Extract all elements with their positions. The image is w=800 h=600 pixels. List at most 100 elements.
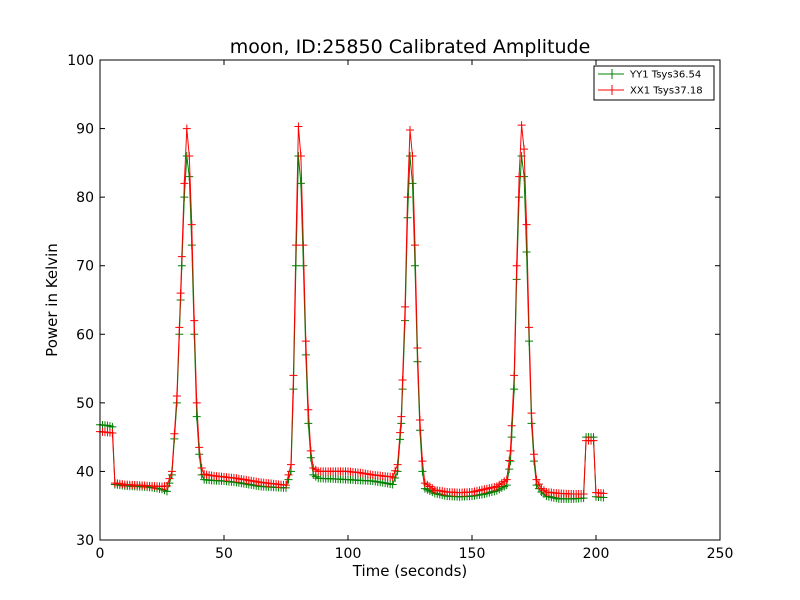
series-point-marker [502,475,511,484]
series-point-marker [284,470,293,479]
series-point-marker [396,428,405,437]
series-point-marker [296,152,305,160]
series-point-marker [401,302,410,311]
series-point-marker [306,446,315,455]
series-point-marker [180,179,189,188]
series-point-marker [301,337,310,346]
series-point-marker [515,172,524,181]
series-point-marker [195,443,204,452]
axis-ticks: 0 50 100 150 200 250 30 40 50 60 70 80 90 100 [67,53,733,562]
series-point-marker [289,371,298,380]
series-point-marker [306,453,315,462]
legend-marker-xx1 [607,85,617,95]
series-point-marker [408,179,417,188]
series-point-marker [527,409,536,418]
series-point-marker [517,121,526,130]
x-tick-label: 50 [215,546,233,562]
x-axis-label: Time (seconds) [352,562,468,580]
series-point-marker [522,248,531,256]
series-point-marker [505,456,514,465]
series-point-marker [165,474,174,483]
series-point-marker [167,467,176,476]
series-point-marker [525,323,534,332]
legend-label-xx1: XX1 Tsys37.18 [630,86,703,97]
series-point-marker [304,419,313,428]
series-point-marker [512,261,521,270]
series-point-marker [177,252,186,261]
series-point-marker [522,220,531,229]
chart-title: moon, ID:25850 Calibrated Amplitude [230,36,591,58]
series-point-marker [296,179,305,188]
series-point-marker [534,480,543,489]
series-point-marker [579,490,588,499]
series-point-marker [190,316,199,325]
series-point-marker [192,412,201,421]
legend-label-yy1: YY1 Tsys36.54 [629,70,701,81]
series-point-marker [195,450,204,459]
series-point-marker [410,241,419,250]
series-point-marker [299,241,308,250]
series-point-marker [162,481,171,490]
x-tick-label: 200 [583,546,610,562]
series-point-marker [175,323,184,332]
series-point-marker [510,385,519,394]
series-point-marker [398,376,407,384]
y-tick-label: 40 [76,464,94,480]
series-point-marker [599,489,608,498]
y-tick-label: 100 [67,53,94,69]
series-point-marker [506,457,515,466]
series-point-marker [197,464,206,472]
series-point-marker [282,481,290,490]
y-tick-label: 70 [76,259,94,275]
y-tick-label: 30 [76,533,94,549]
series-point-marker [291,241,300,250]
y-tick-label: 60 [76,327,94,343]
series-point-marker [185,152,194,160]
series-point-marker [391,466,400,475]
plot-frame [99,59,721,541]
x-tick-label: 250 [707,546,734,562]
series-point-marker [530,450,538,459]
series-point-marker [589,436,598,445]
legend-frame [593,65,715,101]
series-point-marker [406,125,414,134]
series-point-marker [286,460,295,469]
x-tick-label: 150 [459,546,486,562]
series-point-marker [415,416,424,424]
legend: YY1 Tsys36.54 XX1 Tsys37.18 [593,65,715,101]
series-point-marker [506,446,515,455]
series-point-marker [108,429,117,438]
series-point-marker [304,405,313,414]
series-point-marker [185,172,194,181]
series-point-marker [294,122,303,131]
series-point-marker [418,457,427,466]
plot-area [96,121,608,503]
y-axis-label: Power in Kelvin [43,243,61,357]
series-point-marker [510,371,519,380]
y-tick-label: 50 [76,396,94,412]
legend-marker-yy1 [607,69,617,79]
series-point-marker [182,124,191,133]
series-point-marker [187,220,196,229]
series-point-marker [176,289,185,298]
y-tick-label: 80 [76,190,94,206]
x-tick-label: 0 [96,546,105,562]
series-point-marker [408,152,417,160]
series-point-marker [388,472,397,481]
series-point-marker [532,475,541,484]
series-point-marker [413,344,422,352]
series-point-marker [393,460,402,469]
series-point-marker [397,412,406,421]
x-tick-label: 100 [335,546,362,562]
series-point-marker [505,465,514,474]
series-point-marker [192,398,201,407]
series-point-marker [388,480,397,489]
y-tick-label: 90 [76,122,94,138]
series-point-marker [172,392,181,400]
series-point-marker [520,145,529,154]
series-point-marker [507,421,516,430]
series-point-marker [170,429,179,438]
series-point-marker [403,193,412,202]
series-point-marker [418,467,427,476]
